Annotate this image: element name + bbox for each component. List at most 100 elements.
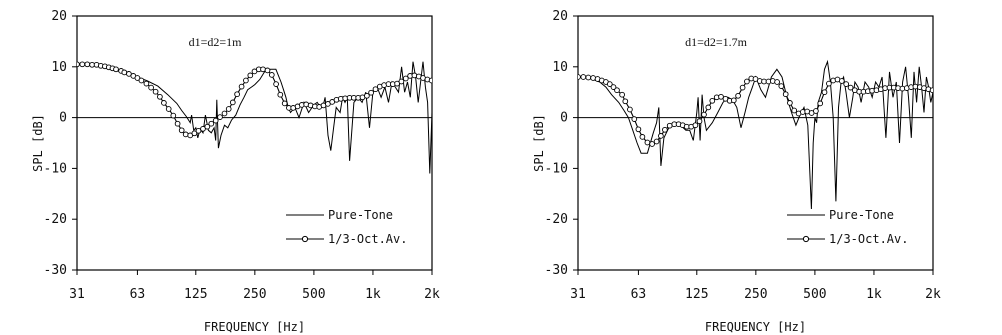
series-oct-av-point [213,118,218,123]
y-tick-label: 20 [552,9,568,24]
series-oct-av-point [792,108,797,113]
series-oct-av-point [736,93,741,98]
series-oct-av-point [788,101,793,106]
series-oct-av-point [844,82,849,87]
x-tick-label: 125 [685,287,708,302]
series-oct-av-point [640,135,645,140]
series-oct-av-point [814,109,819,114]
series-oct-av-point [645,140,650,145]
x-tick-label: 250 [243,287,266,302]
series-oct-av-point [731,98,736,103]
series-oct-av-point [274,82,279,87]
series-oct-av-point [365,93,370,98]
series-oct-av-point [740,85,745,90]
series-oct-av-point [248,73,253,78]
x-tick-label: 500 [803,287,826,302]
x-tick-label: 63 [631,287,647,302]
series-oct-av-point [139,78,144,83]
series-oct-av-point [663,127,668,132]
series-oct-av-point [667,123,672,128]
chart-annotation: d1=d2=1m [189,35,243,49]
y-tick-label: -10 [44,161,67,176]
series-oct-av-point [586,75,591,80]
series-oct-av-point [706,105,711,110]
y-tick-label: -20 [545,212,568,227]
legend-marker-oct-av [803,236,808,241]
series-oct-av-point [827,81,832,86]
series-oct-av-point [775,80,780,85]
legend-marker-oct-av [302,236,307,241]
legend-label-pure-tone: Pure-Tone [829,208,894,222]
series-oct-av-point [162,101,167,106]
series-oct-av-point [282,101,287,106]
series-oct-av-point [171,113,176,118]
series-oct-av-point [659,134,664,139]
legend-label-oct-av: 1/3-Oct.Av. [829,232,908,246]
chart-panel-right: 20 10 0 -10 -20 -30 31 63 125 250 500 1k 2k FREQUENCY… [501,0,1002,335]
legend-label-oct-av: 1/3-Oct.Av. [328,232,407,246]
y-tick-label: -30 [545,263,568,278]
series-oct-av-point [369,90,374,95]
series-oct-av-point [175,121,180,126]
series-oct-av-point [650,142,655,147]
x-tick-label: 1k [365,287,381,302]
x-tick-label: 125 [184,287,207,302]
series-oct-av-point [702,112,707,117]
series-oct-av-point [183,132,188,137]
y-tick-label: 0 [560,111,568,126]
series-oct-av-point [783,92,788,97]
series-oct-av-point [149,85,154,90]
x-axis-label: FREQUENCY [Hz] [204,320,305,334]
series-oct-av-point [429,78,434,83]
series-oct-av-point [636,127,641,132]
x-tick-label: 2k [925,287,941,302]
y-tick-label: -10 [545,161,568,176]
series-oct-av-point [235,92,240,97]
y-tick-label: -20 [44,212,67,227]
series-oct-av-point [693,123,698,128]
y-tick-label: 10 [552,60,568,75]
series-oct-av-point [122,70,127,75]
series-oct-av-point [85,62,90,67]
series-oct-av-point [166,107,171,112]
series-oct-av-point [222,111,227,116]
series-oct-av-point [839,79,844,84]
series-oct-av-point [144,81,149,86]
series-oct-av-point [226,107,231,112]
series-oct-av-point [779,84,784,89]
series-oct-av-point [745,79,750,84]
series-pure-tone-line [578,62,933,209]
chart-panel-left: 20 10 0 -10 -20 -30 31 63 125 250 500 1k 2k FREQUENCY… [0,0,501,335]
series-oct-av-point [269,73,274,78]
series-oct-av-point [710,98,715,103]
y-tick-label: 20 [51,9,67,24]
x-tick-label: 2k [424,287,440,302]
series-oct-av-point [239,84,244,89]
series-oct-av-point [153,89,158,94]
series-oct-av-point [230,100,235,105]
x-tick-label: 31 [69,287,85,302]
series-oct-av-point [576,75,581,80]
series-oct-av-point [278,92,283,97]
x-tick-label: 31 [570,287,586,302]
y-axis-label: SPL [dB] [532,114,546,172]
y-axis-label: SPL [dB] [31,114,45,172]
series-oct-av-point [179,128,184,133]
series-oct-av-point [158,94,163,99]
series-oct-av-point [80,62,85,67]
series-oct-av-point [114,67,119,72]
y-tick-label: -30 [44,263,67,278]
series-oct-av-point [697,119,702,124]
series-oct-av-point [209,121,214,126]
series-oct-av-point [930,88,935,93]
plot-area [576,62,935,209]
x-axis-label: FREQUENCY [Hz] [705,320,806,334]
x-tick-label: 63 [130,287,146,302]
series-oct-av-point [623,99,628,104]
series-oct-av-point [75,62,80,67]
series-oct-av-point [244,78,249,83]
series-oct-av-point [620,92,625,97]
series-oct-av-point [261,67,266,72]
